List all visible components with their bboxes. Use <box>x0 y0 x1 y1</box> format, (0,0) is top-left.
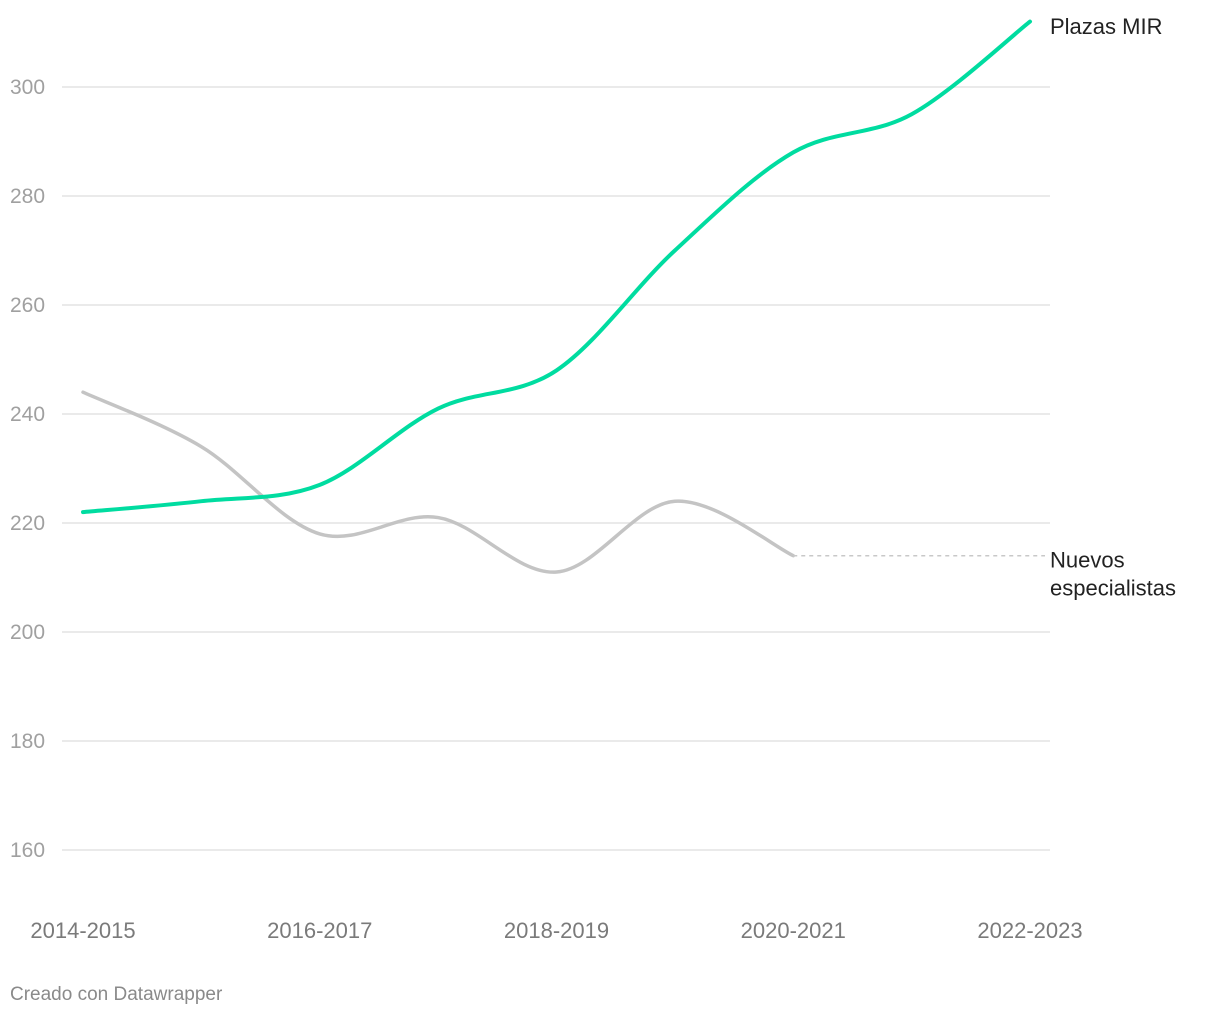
series-label-plazas-mir: Plazas MIR <box>1050 14 1162 39</box>
y-tick-label: 280 <box>10 185 45 208</box>
y-tick-label: 260 <box>10 294 45 317</box>
y-tick-label: 300 <box>10 76 45 99</box>
series-layer <box>81 19 1045 574</box>
x-axis: 2014-2015 2016-2017 2018-2019 2020-2021 2022… <box>30 918 1082 943</box>
y-tick-label: 240 <box>10 403 45 426</box>
y-tick-label: 220 <box>10 512 45 535</box>
chart-credit[interactable]: Creado con Datawrapper <box>10 984 223 1005</box>
y-axis: 160 180 200 220 240 260 280 300 <box>10 76 45 862</box>
x-tick-label: 2014-2015 <box>30 918 135 943</box>
series-line-nuevos-especialistas <box>81 390 795 574</box>
series-labels: Nuevos especialistas Plazas MIR <box>1050 14 1176 601</box>
y-tick-label: 160 <box>10 839 45 862</box>
x-tick-label: 2018-2019 <box>504 918 609 943</box>
series-label-nuevos-especialistas: especialistas <box>1050 576 1176 601</box>
y-tick-label: 200 <box>10 621 45 644</box>
x-tick-label: 2022-2023 <box>977 918 1082 943</box>
series-label-nuevos-especialistas: Nuevos <box>1050 548 1125 573</box>
y-tick-label: 180 <box>10 730 45 753</box>
x-tick-label: 2016-2017 <box>267 918 372 943</box>
grid-layer <box>62 86 1050 851</box>
series-line-plazas-mir <box>81 19 1032 515</box>
x-tick-label: 2020-2021 <box>741 918 846 943</box>
